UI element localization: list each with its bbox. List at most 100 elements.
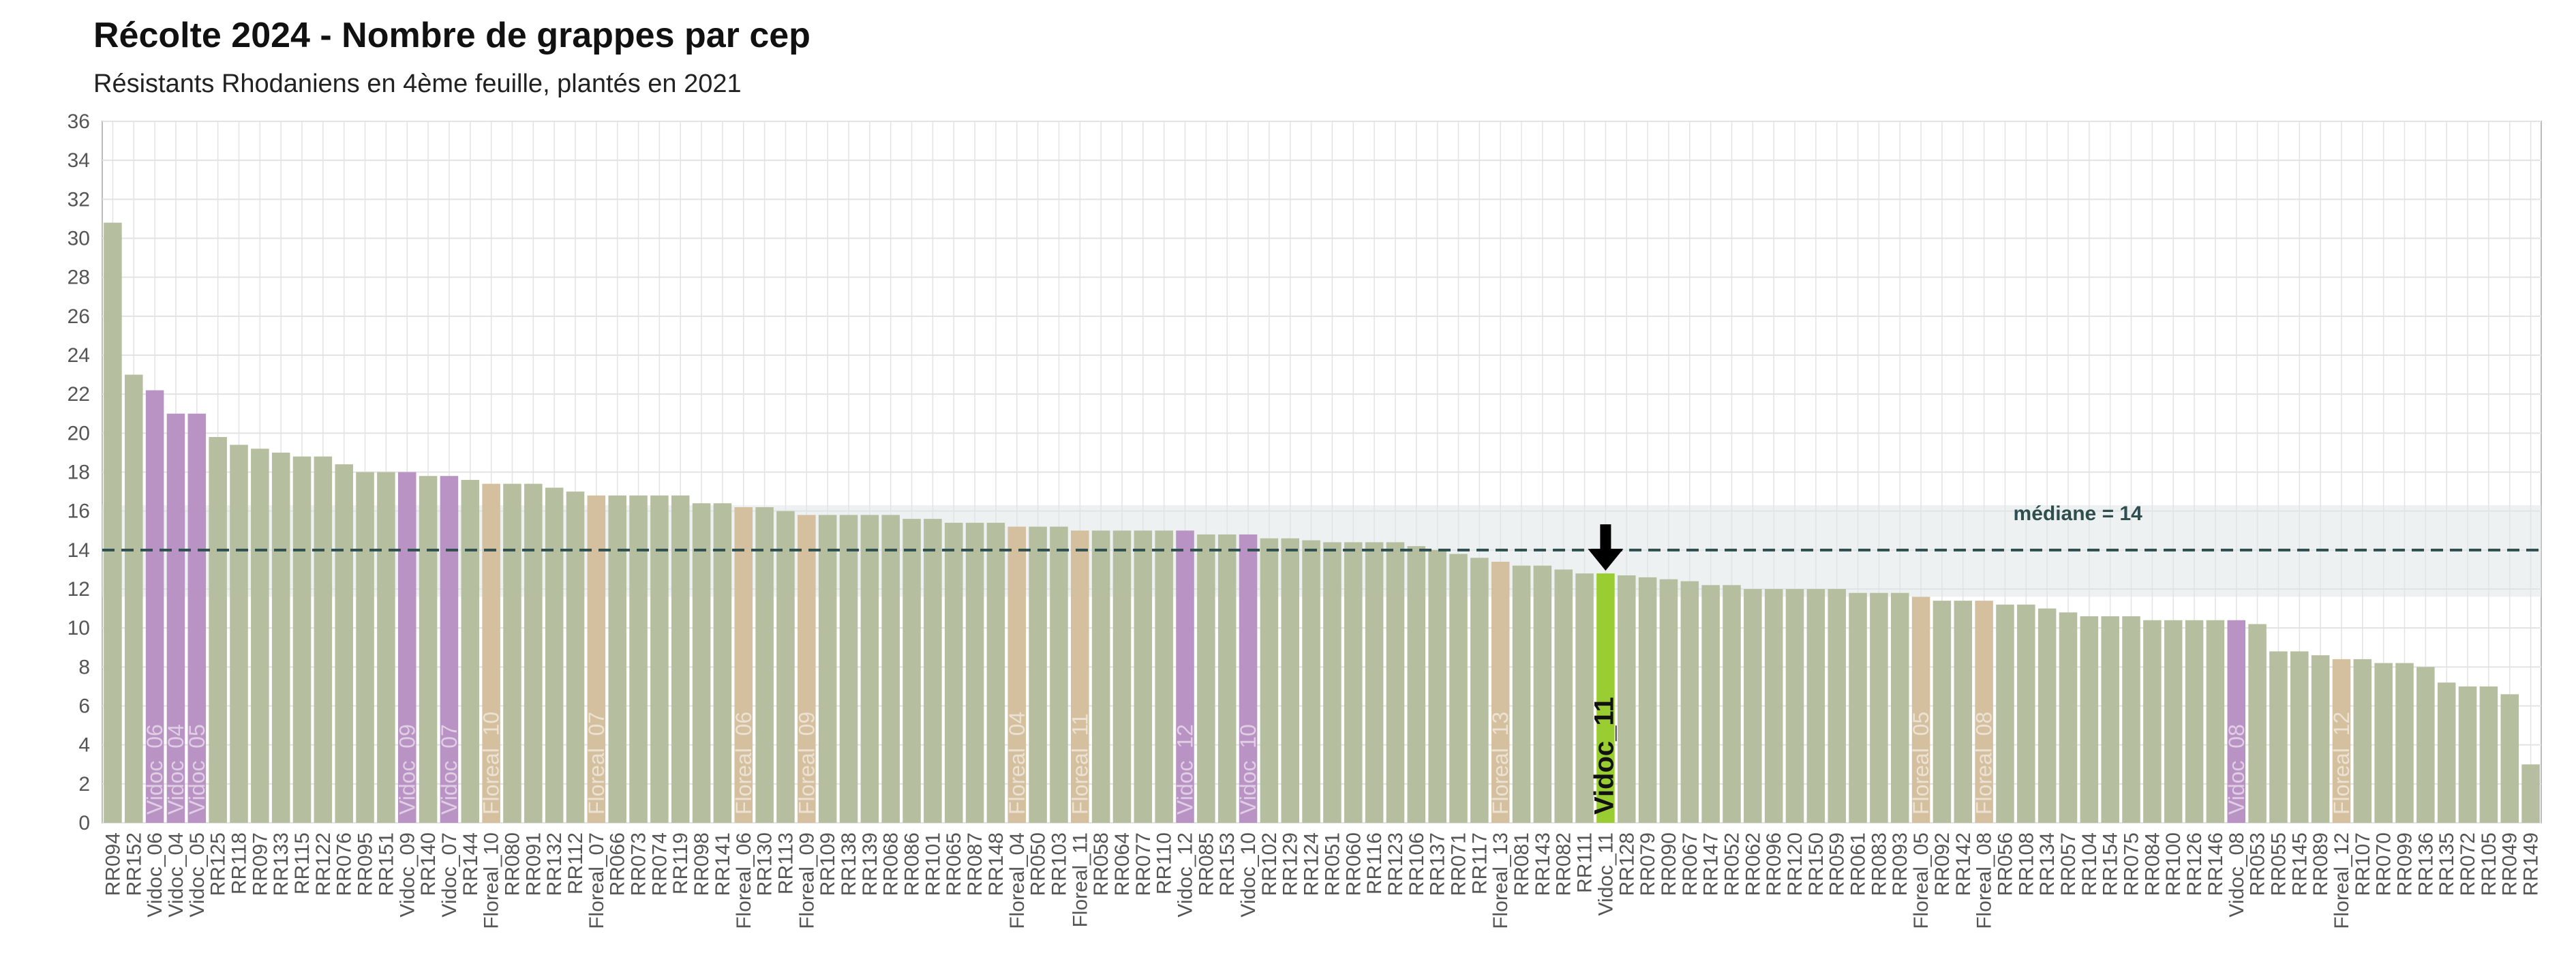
x-tick-label: RR144 <box>459 832 482 896</box>
bar <box>2080 616 2099 823</box>
x-tick-label: RR082 <box>1553 832 1575 896</box>
bar <box>314 456 333 823</box>
bar <box>2458 686 2477 823</box>
x-tick-label: RR101 <box>922 832 944 896</box>
x-tick-label: Floreal_12 <box>2331 832 2353 929</box>
x-tick-label: RR056 <box>1994 832 2016 896</box>
x-tick-label: RR113 <box>774 832 797 894</box>
bar <box>629 495 648 823</box>
bar <box>1554 569 1573 823</box>
bar <box>2521 764 2540 823</box>
bar <box>1512 565 1531 823</box>
x-tick-label: RR143 <box>1532 832 1554 896</box>
y-tick-label: 28 <box>67 267 90 289</box>
bar <box>524 483 543 823</box>
bar <box>1596 573 1615 823</box>
bar <box>566 492 585 823</box>
y-tick-label: 34 <box>67 149 90 172</box>
bar <box>2164 620 2183 823</box>
bar <box>2017 604 2035 823</box>
x-tick-label: RR149 <box>2520 832 2543 896</box>
x-tick-label: RR139 <box>859 832 881 896</box>
x-tick-label: RR070 <box>2373 832 2395 896</box>
bar <box>1575 573 1594 823</box>
bar <box>1491 561 1510 823</box>
x-tick-label: Floreal_09 <box>795 832 818 929</box>
x-tick-label: RR068 <box>880 832 903 896</box>
bar <box>2185 620 2204 823</box>
x-tick-label: RR093 <box>1889 832 1911 896</box>
bar <box>734 507 753 823</box>
x-tick-label: RR077 <box>1132 832 1155 896</box>
bar <box>881 515 900 823</box>
bar <box>377 472 395 823</box>
bar <box>2122 616 2140 823</box>
x-tick-label: RR106 <box>1406 832 1428 896</box>
y-tick-label: 26 <box>67 305 90 328</box>
bar <box>2479 686 2498 823</box>
bar-label: Floreal_07 <box>584 712 609 815</box>
x-tick-label: RR064 <box>1111 832 1134 896</box>
x-tick-label: RR112 <box>564 832 587 894</box>
x-tick-label: RR049 <box>2499 832 2521 896</box>
x-tick-label: RR053 <box>2247 832 2269 896</box>
bar <box>1239 534 1258 823</box>
bar <box>1785 589 1804 823</box>
x-tick-label: RR108 <box>2015 832 2037 896</box>
x-axis: RR094RR152Vidoc_06Vidoc_04Vidoc_05RR125R… <box>102 832 2542 929</box>
y-tick-label: 24 <box>67 344 90 367</box>
x-tick-label: RR137 <box>1427 832 1449 896</box>
bar <box>2437 682 2456 823</box>
x-tick-label: RR076 <box>333 832 356 896</box>
y-tick-label: 10 <box>67 617 90 639</box>
x-tick-label: Floreal_13 <box>1489 832 1512 929</box>
bar <box>1134 530 1153 823</box>
x-tick-label: RR099 <box>2394 832 2416 896</box>
bar <box>1155 530 1173 823</box>
x-tick-label: Floreal_04 <box>1006 832 1029 929</box>
x-tick-label: RR126 <box>2183 832 2206 896</box>
y-tick-label: 0 <box>78 812 90 834</box>
bar <box>2374 663 2393 823</box>
x-tick-label: RR133 <box>270 832 292 896</box>
bar <box>1050 526 1068 823</box>
bar <box>482 483 500 823</box>
bar <box>271 452 290 823</box>
x-tick-label: RR050 <box>1027 832 1050 896</box>
bar-label: Vidoc_09 <box>395 724 419 815</box>
bar <box>335 464 353 823</box>
bar <box>2101 616 2119 823</box>
x-tick-label: RR071 <box>1447 832 1470 896</box>
x-tick-label: RR066 <box>607 832 629 896</box>
x-tick-label: RR125 <box>207 832 230 896</box>
x-tick-label: RR132 <box>543 832 566 896</box>
bar <box>1029 526 1047 823</box>
bar <box>1911 597 1930 823</box>
y-tick-label: 14 <box>67 539 90 562</box>
bar-label: Floreal_13 <box>1488 712 1513 815</box>
bar <box>1638 577 1657 823</box>
x-tick-label: RR138 <box>838 832 860 896</box>
bar-label: Floreal_11 <box>1067 713 1092 815</box>
x-tick-label: RR124 <box>1301 832 1323 896</box>
bar <box>713 503 732 823</box>
bar <box>986 522 1005 823</box>
x-tick-label: RR079 <box>1637 832 1659 896</box>
x-tick-label: RR116 <box>1363 832 1386 894</box>
bar <box>944 522 963 823</box>
x-tick-label: RR067 <box>1679 832 1701 896</box>
bar <box>776 511 795 823</box>
x-tick-label: RR130 <box>754 832 776 896</box>
bar <box>1470 558 1489 823</box>
x-tick-label: Vidoc_09 <box>396 832 419 918</box>
x-tick-label: RR109 <box>817 832 839 896</box>
arrow-head <box>1588 549 1624 571</box>
bar <box>2290 651 2309 823</box>
bar-label: Floreal_10 <box>479 712 504 815</box>
x-tick-label: RR100 <box>2162 832 2185 896</box>
bar <box>2143 620 2162 823</box>
bar <box>818 515 837 823</box>
bar-label: Floreal_09 <box>794 712 819 815</box>
bar <box>1323 542 1342 823</box>
